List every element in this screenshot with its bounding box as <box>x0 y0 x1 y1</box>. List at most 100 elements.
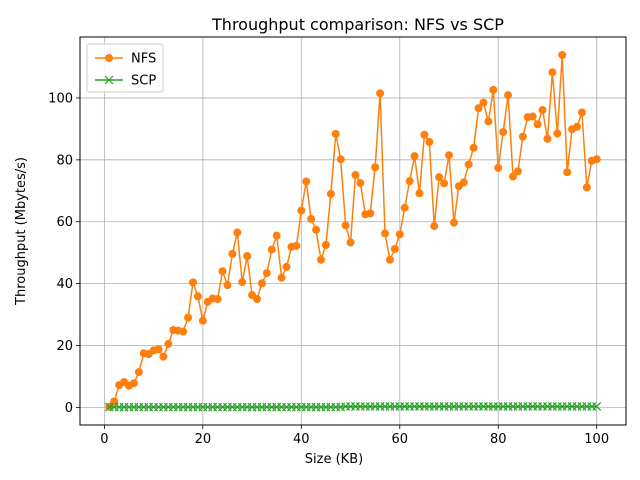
data-point-nfs <box>415 189 424 198</box>
data-point-nfs <box>420 130 429 139</box>
data-point-nfs <box>558 50 567 59</box>
data-point-nfs <box>134 368 143 377</box>
data-point-nfs <box>213 295 222 304</box>
x-tick-label: 0 <box>100 432 108 447</box>
y-tick-label: 20 <box>56 339 73 354</box>
y-tick-label: 100 <box>48 91 73 106</box>
data-point-nfs <box>385 255 394 264</box>
data-point-nfs <box>518 132 527 141</box>
x-tick-label: 100 <box>584 432 609 447</box>
data-point-nfs <box>504 91 513 100</box>
plot-frame <box>79 36 627 426</box>
data-point-nfs <box>193 292 202 301</box>
data-point-nfs <box>307 214 316 223</box>
chart-title: Throughput comparison: NFS vs SCP <box>211 15 504 34</box>
data-point-nfs <box>159 352 168 361</box>
data-point-nfs <box>292 241 301 250</box>
data-point-nfs <box>376 89 385 98</box>
y-tick-label: 0 <box>65 401 73 416</box>
y-tick-label: 60 <box>56 215 73 230</box>
data-point-nfs <box>223 281 232 290</box>
data-point-nfs <box>257 279 266 288</box>
data-point-nfs <box>592 155 601 164</box>
series-nfs <box>105 50 601 411</box>
data-point-nfs <box>351 170 360 179</box>
series-layer <box>104 50 602 412</box>
data-point-scp <box>592 402 602 411</box>
data-point-nfs <box>449 218 458 227</box>
data-point-nfs <box>435 173 444 182</box>
data-point-nfs <box>484 117 493 126</box>
data-point-nfs <box>543 134 552 143</box>
data-point-nfs <box>533 120 542 129</box>
data-point-nfs <box>252 295 261 304</box>
data-point-nfs <box>582 183 591 192</box>
data-point-nfs <box>381 229 390 238</box>
data-point-nfs <box>312 225 321 234</box>
data-point-nfs <box>440 179 449 188</box>
data-point-nfs <box>297 206 306 215</box>
data-point-nfs <box>228 249 237 258</box>
data-point-nfs <box>445 151 454 160</box>
data-point-nfs <box>233 228 242 237</box>
data-point-nfs <box>499 127 508 136</box>
legend-marker <box>105 54 113 62</box>
data-point-nfs <box>188 278 197 287</box>
data-point-nfs <box>563 168 572 177</box>
x-tick-label: 20 <box>195 432 212 447</box>
data-point-nfs <box>316 255 325 264</box>
data-point-nfs <box>479 98 488 107</box>
data-point-nfs <box>366 209 375 218</box>
legend-label: NFS <box>131 52 156 67</box>
data-point-nfs <box>528 112 537 121</box>
data-point-nfs <box>198 316 207 325</box>
data-point-nfs <box>395 230 404 239</box>
legend-item-scp: SCP <box>95 74 156 89</box>
legend-label: SCP <box>131 74 156 89</box>
data-point-nfs <box>400 203 409 212</box>
x-axis-title: Size (KB) <box>305 452 363 467</box>
series-line-scp <box>109 405 597 408</box>
y-tick-label: 80 <box>56 153 73 168</box>
data-point-nfs <box>573 122 582 131</box>
data-point-nfs <box>356 179 365 188</box>
data-point-nfs <box>164 339 173 348</box>
data-point-nfs <box>425 137 434 146</box>
series-scp <box>104 402 602 412</box>
y-axis-title: Throughput (Mbytes/s) <box>14 157 29 306</box>
data-point-nfs <box>262 269 271 278</box>
data-point-nfs <box>553 129 562 138</box>
data-point-nfs <box>464 160 473 169</box>
x-tick-label: 60 <box>391 432 408 447</box>
y-tick-label: 40 <box>56 277 73 292</box>
data-point-nfs <box>410 152 419 161</box>
data-point-nfs <box>346 238 355 247</box>
data-point-nfs <box>267 245 276 254</box>
data-point-nfs <box>282 262 291 271</box>
data-point-nfs <box>238 278 247 287</box>
data-point-nfs <box>302 177 311 186</box>
data-point-nfs <box>513 167 522 176</box>
data-point-nfs <box>272 231 281 240</box>
data-point-nfs <box>390 244 399 253</box>
data-point-nfs <box>509 172 518 181</box>
data-point-nfs <box>218 267 227 276</box>
data-point-nfs <box>538 106 547 115</box>
data-point-nfs <box>154 345 163 354</box>
legend-item-nfs: NFS <box>95 52 156 67</box>
data-point-nfs <box>494 163 503 172</box>
data-point-nfs <box>405 177 414 186</box>
data-point-nfs <box>430 222 439 231</box>
data-point-nfs <box>474 104 483 113</box>
data-point-nfs <box>184 313 193 322</box>
data-point-nfs <box>179 327 188 336</box>
data-point-nfs <box>336 155 345 164</box>
x-tick-label: 80 <box>490 432 507 447</box>
data-point-nfs <box>459 178 468 187</box>
data-point-nfs <box>277 273 286 282</box>
data-point-nfs <box>548 68 557 77</box>
data-point-nfs <box>321 240 330 249</box>
data-point-nfs <box>371 163 380 172</box>
legend: NFS SCP <box>86 43 164 93</box>
